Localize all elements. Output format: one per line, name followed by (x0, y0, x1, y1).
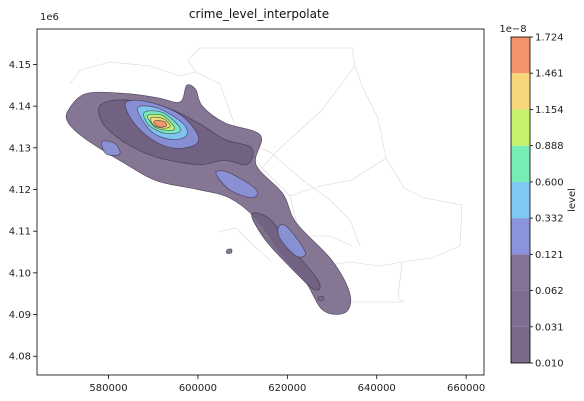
contour-region-4 (101, 140, 121, 156)
y-tick-label: 4.08 (9, 352, 31, 363)
colorbar-tick-label: 1.724 (535, 33, 564, 44)
colorbar-band (511, 145, 530, 182)
x-tick-label: 640000 (358, 383, 396, 394)
x-tick-label: 620000 (268, 383, 306, 394)
colorbar-frame (510, 36, 531, 364)
colorbar-tick-label: 0.062 (535, 286, 564, 297)
colorbar-band (511, 326, 530, 363)
x-axis: 580000 600000 620000 640000 660000 (89, 375, 485, 394)
contour-region-13 (317, 296, 324, 301)
colorbar-ticks: 0.010 0.031 0.062 0.121 0.332 0.600 0.888 1.154… (530, 33, 564, 370)
county-boundaries (69, 47, 463, 303)
colorbar-tick-label: 0.332 (535, 214, 564, 225)
colorbar-band (511, 218, 530, 255)
colorbar-band (511, 73, 530, 110)
colorbar-tick-label: 0.121 (535, 250, 564, 261)
x-tick-label: 660000 (447, 383, 485, 394)
x-tick-label: 580000 (89, 383, 127, 394)
colorbar-band (511, 254, 530, 291)
colorbar-band (511, 290, 530, 327)
y-tick-label: 4.14 (9, 102, 31, 113)
y-tick-label: 4.09 (9, 310, 31, 321)
x-tick-label: 600000 (179, 383, 217, 394)
colorbar-tick-label: 0.600 (535, 177, 564, 188)
colorbar-tick-label: 0.010 (535, 359, 564, 370)
contour-region-2 (251, 212, 321, 291)
contour-region-12 (226, 248, 233, 254)
colorbar-offset-label: 1e−8 (499, 24, 526, 35)
y-tick-label: 4.10 (9, 268, 31, 279)
y-axis: 4.08 4.09 4.10 4.11 4.12 4.13 4.14 4.15 (9, 60, 37, 363)
y-offset-label: 1e6 (40, 12, 59, 23)
chart-title: crime_level_interpolate (189, 7, 329, 21)
contour-layer (65, 84, 352, 315)
colorbar-tick-label: 0.888 (535, 141, 564, 152)
contour-region-6 (277, 224, 306, 258)
colorbar-label: level (567, 188, 578, 212)
y-tick-label: 4.13 (9, 143, 31, 154)
y-tick-label: 4.15 (9, 60, 31, 71)
colorbar-bands (511, 37, 530, 363)
y-tick-label: 4.12 (9, 185, 31, 196)
colorbar-tick-label: 1.154 (535, 105, 564, 116)
colorbar: 1e−8 0.010 0.031 0.062 0.121 0.332 0.600 0.888… (499, 24, 578, 370)
contour-region-11 (153, 120, 168, 128)
colorbar-band (511, 109, 530, 146)
colorbar-tick-label: 1.461 (535, 69, 564, 80)
colorbar-band (511, 37, 530, 74)
y-tick-label: 4.11 (9, 227, 31, 238)
colorbar-band (511, 181, 530, 219)
contour-region-5 (215, 170, 258, 199)
colorbar-tick-label: 0.031 (535, 322, 564, 333)
